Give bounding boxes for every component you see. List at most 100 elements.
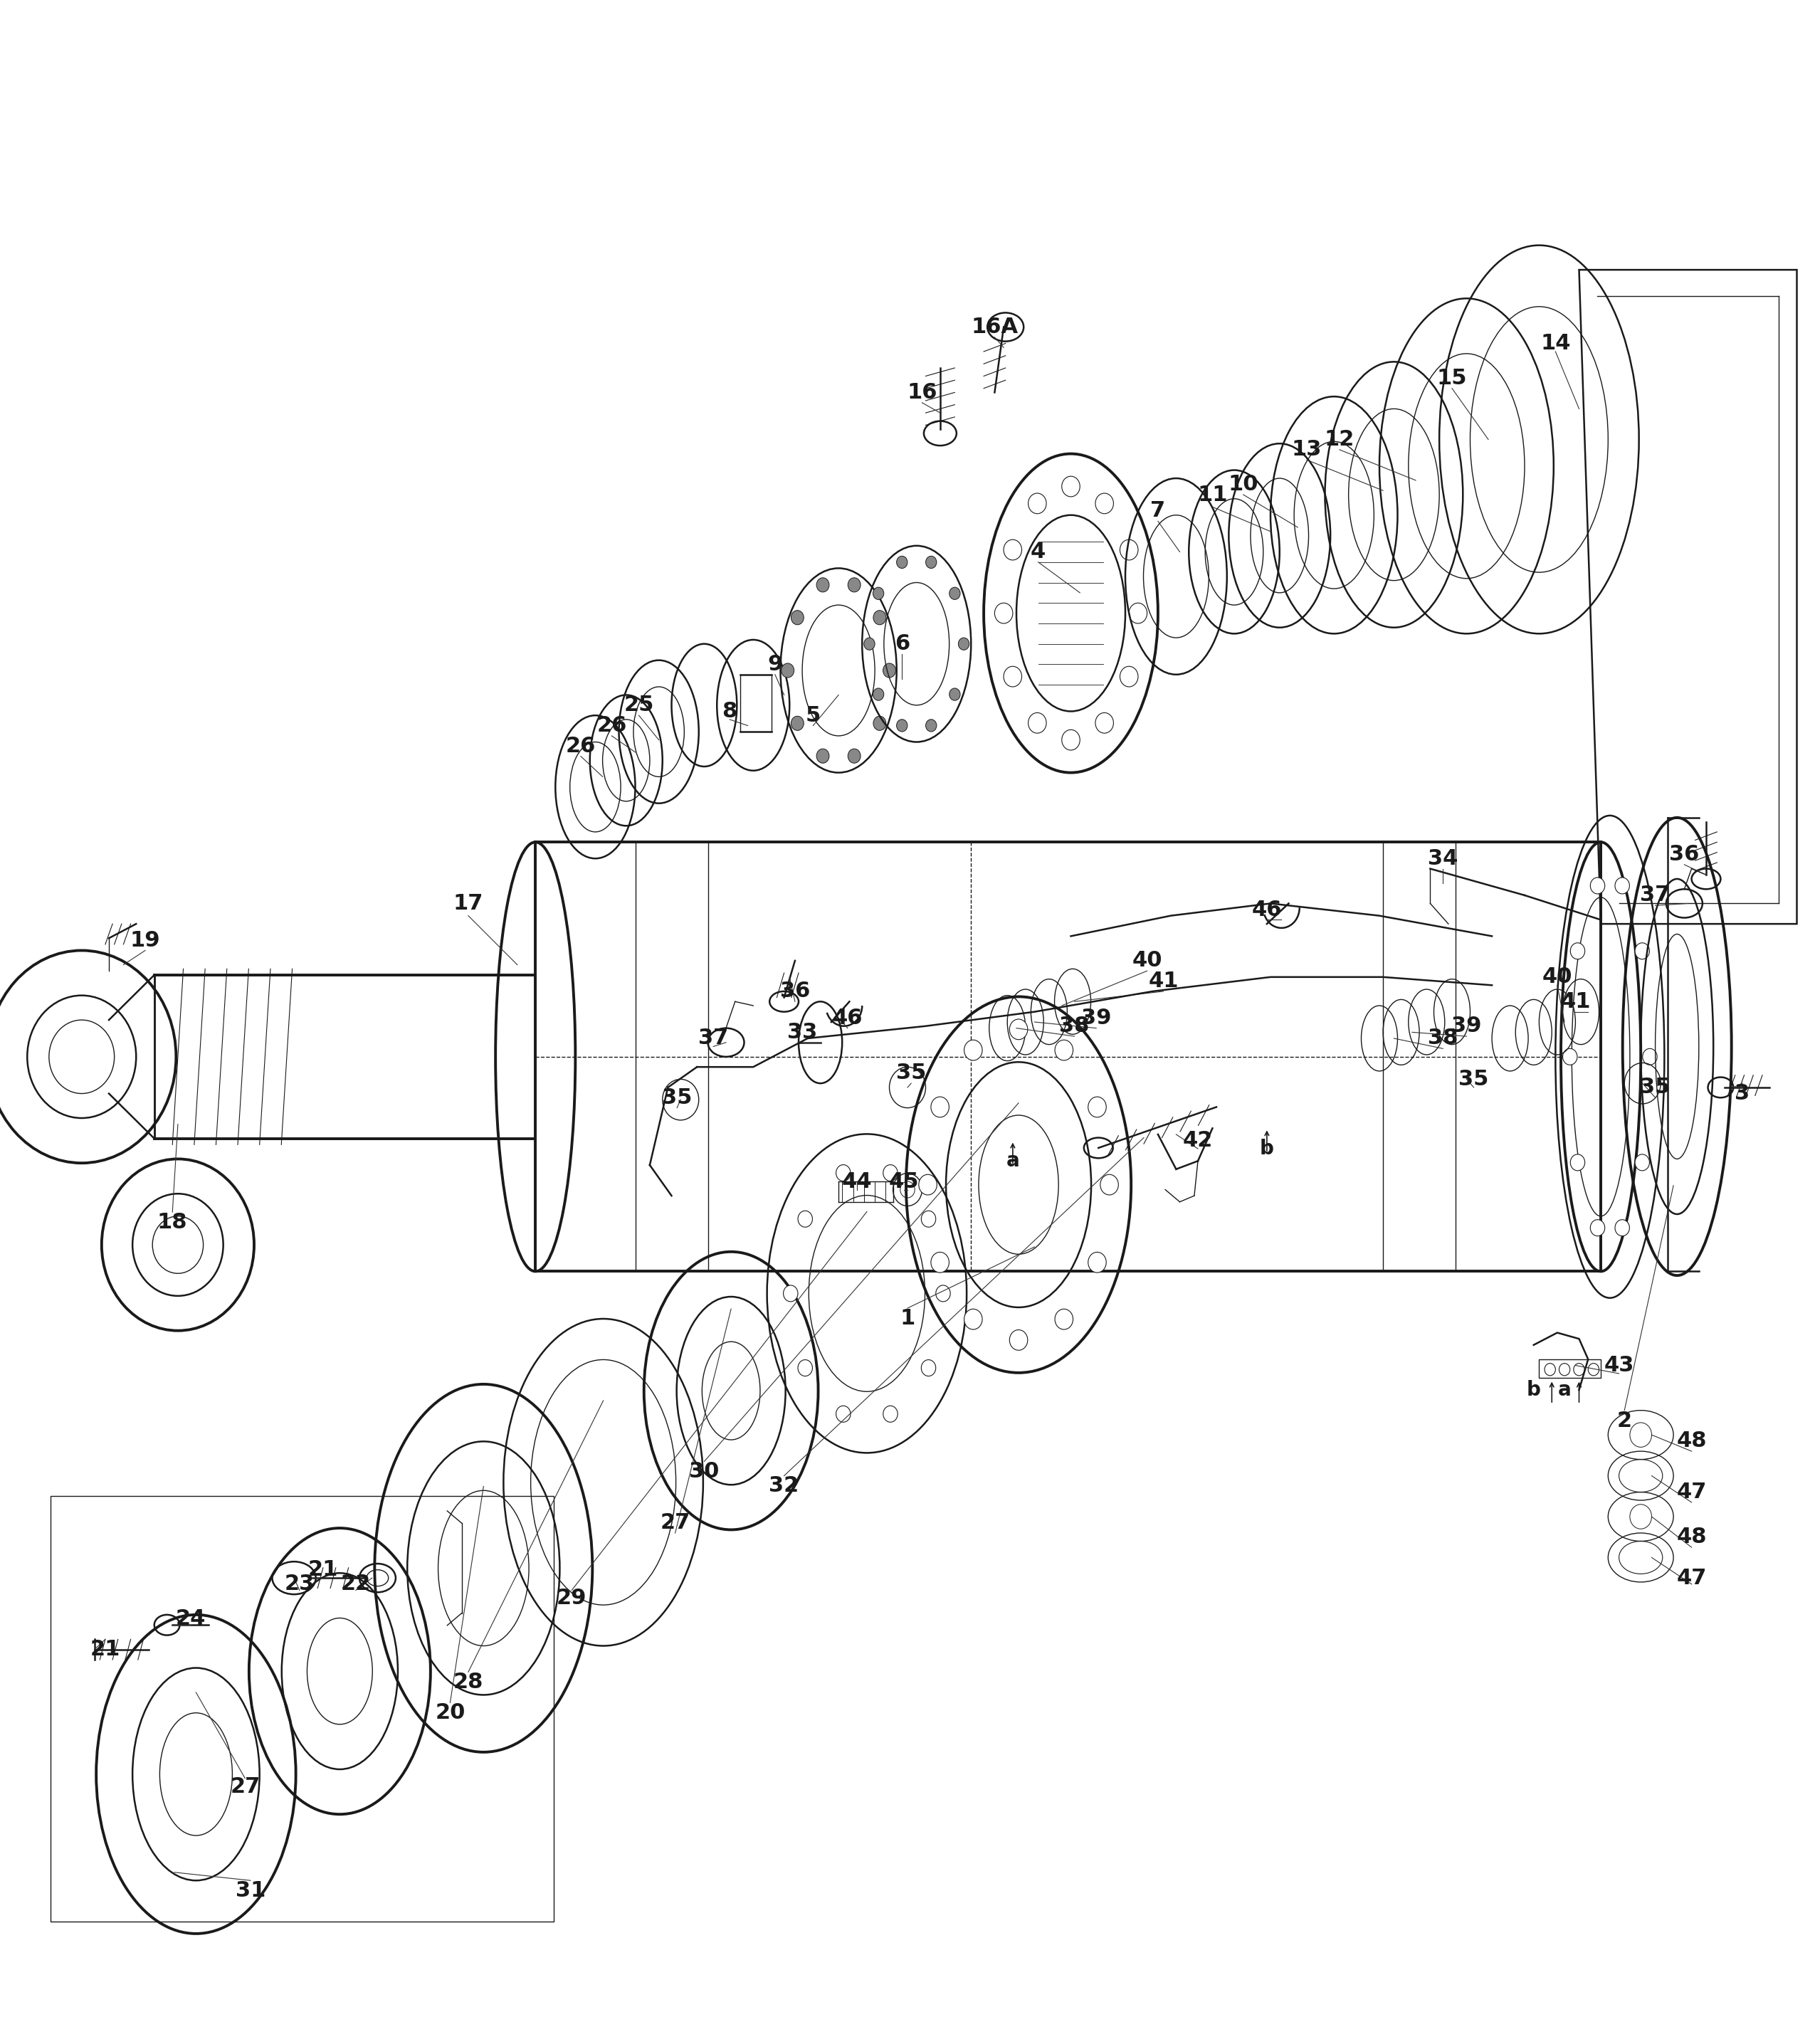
Text: 47: 47: [1677, 1482, 1706, 1502]
Text: 36: 36: [780, 981, 809, 1002]
Circle shape: [817, 578, 829, 593]
Text: 47: 47: [1677, 1568, 1706, 1588]
Circle shape: [1027, 713, 1045, 734]
Circle shape: [1545, 1363, 1555, 1376]
Circle shape: [791, 611, 804, 625]
Circle shape: [873, 611, 886, 625]
Circle shape: [1094, 713, 1113, 734]
Circle shape: [837, 1406, 851, 1423]
Circle shape: [926, 556, 937, 568]
Circle shape: [1055, 1040, 1073, 1061]
Circle shape: [1094, 493, 1113, 513]
Text: 10: 10: [1229, 474, 1258, 495]
Text: 6: 6: [895, 634, 909, 654]
Text: 36: 36: [1670, 844, 1699, 865]
Text: 22: 22: [341, 1574, 370, 1594]
Text: 14: 14: [1541, 333, 1570, 354]
Text: 39: 39: [1452, 1016, 1481, 1036]
Text: 18: 18: [158, 1212, 187, 1233]
Text: 12: 12: [1325, 429, 1354, 450]
Polygon shape: [154, 975, 535, 1139]
Circle shape: [949, 689, 960, 701]
Text: 2: 2: [1617, 1410, 1632, 1431]
Circle shape: [873, 689, 884, 701]
Circle shape: [897, 719, 908, 732]
Circle shape: [1570, 1155, 1584, 1171]
Text: 9: 9: [768, 654, 782, 675]
Circle shape: [964, 1308, 982, 1329]
Circle shape: [1055, 1308, 1073, 1329]
Circle shape: [1009, 1020, 1027, 1040]
Text: 44: 44: [842, 1171, 871, 1192]
Text: 38: 38: [1060, 1016, 1089, 1036]
Text: 5: 5: [806, 705, 820, 726]
Text: 15: 15: [1437, 368, 1467, 388]
Circle shape: [884, 1165, 898, 1181]
Text: 1: 1: [900, 1308, 915, 1329]
Circle shape: [837, 1165, 851, 1181]
Text: 35: 35: [1459, 1069, 1488, 1089]
Circle shape: [848, 578, 860, 593]
Text: 28: 28: [454, 1672, 483, 1692]
Text: 24: 24: [176, 1609, 205, 1629]
Circle shape: [873, 715, 886, 730]
Circle shape: [1635, 1155, 1650, 1171]
Circle shape: [799, 1210, 813, 1226]
Circle shape: [817, 748, 829, 762]
Text: b: b: [1260, 1139, 1274, 1159]
Circle shape: [1089, 1098, 1107, 1118]
Text: 11: 11: [1198, 484, 1227, 505]
Circle shape: [1615, 877, 1630, 893]
Text: 42: 42: [1183, 1130, 1212, 1151]
Text: 34: 34: [1428, 848, 1457, 869]
Circle shape: [897, 556, 908, 568]
Polygon shape: [1539, 1359, 1601, 1378]
Circle shape: [791, 715, 804, 730]
Circle shape: [1089, 1253, 1107, 1273]
Text: 32: 32: [770, 1476, 799, 1496]
Text: 40: 40: [1543, 967, 1572, 987]
Text: b: b: [1526, 1380, 1541, 1400]
Circle shape: [949, 587, 960, 599]
Circle shape: [1590, 877, 1604, 893]
Circle shape: [884, 662, 897, 677]
Text: 30: 30: [690, 1461, 719, 1482]
Text: 37: 37: [699, 1028, 728, 1049]
Circle shape: [1004, 540, 1022, 560]
Circle shape: [926, 719, 937, 732]
Text: 16A: 16A: [971, 317, 1018, 337]
Text: 46: 46: [833, 1008, 862, 1028]
Circle shape: [1615, 1220, 1630, 1237]
Circle shape: [848, 748, 860, 762]
Text: 19: 19: [131, 930, 160, 950]
Text: 8: 8: [722, 701, 737, 722]
Circle shape: [964, 1040, 982, 1061]
Text: 48: 48: [1677, 1431, 1706, 1451]
Circle shape: [1570, 942, 1584, 959]
Text: 20: 20: [436, 1703, 465, 1723]
Text: 21: 21: [91, 1639, 120, 1660]
Circle shape: [780, 662, 795, 677]
Text: 41: 41: [1149, 971, 1178, 991]
Text: 35: 35: [662, 1087, 692, 1108]
Circle shape: [1062, 476, 1080, 497]
Text: 31: 31: [236, 1880, 265, 1901]
Circle shape: [922, 1210, 937, 1226]
Text: 29: 29: [557, 1588, 586, 1609]
Text: 4: 4: [1031, 542, 1045, 562]
Circle shape: [918, 1175, 937, 1196]
Circle shape: [1100, 1175, 1118, 1196]
Text: 45: 45: [889, 1171, 918, 1192]
Text: a: a: [1557, 1380, 1572, 1400]
Text: 26: 26: [566, 736, 595, 756]
Text: 40: 40: [1133, 950, 1162, 971]
Text: 43: 43: [1604, 1355, 1634, 1376]
Circle shape: [1588, 1363, 1599, 1376]
Text: 35: 35: [897, 1063, 926, 1083]
Circle shape: [958, 638, 969, 650]
Text: 21: 21: [309, 1560, 338, 1580]
Circle shape: [1129, 603, 1147, 623]
Text: 35: 35: [1641, 1077, 1670, 1098]
Text: 7: 7: [1151, 501, 1165, 521]
Text: 27: 27: [661, 1513, 690, 1533]
